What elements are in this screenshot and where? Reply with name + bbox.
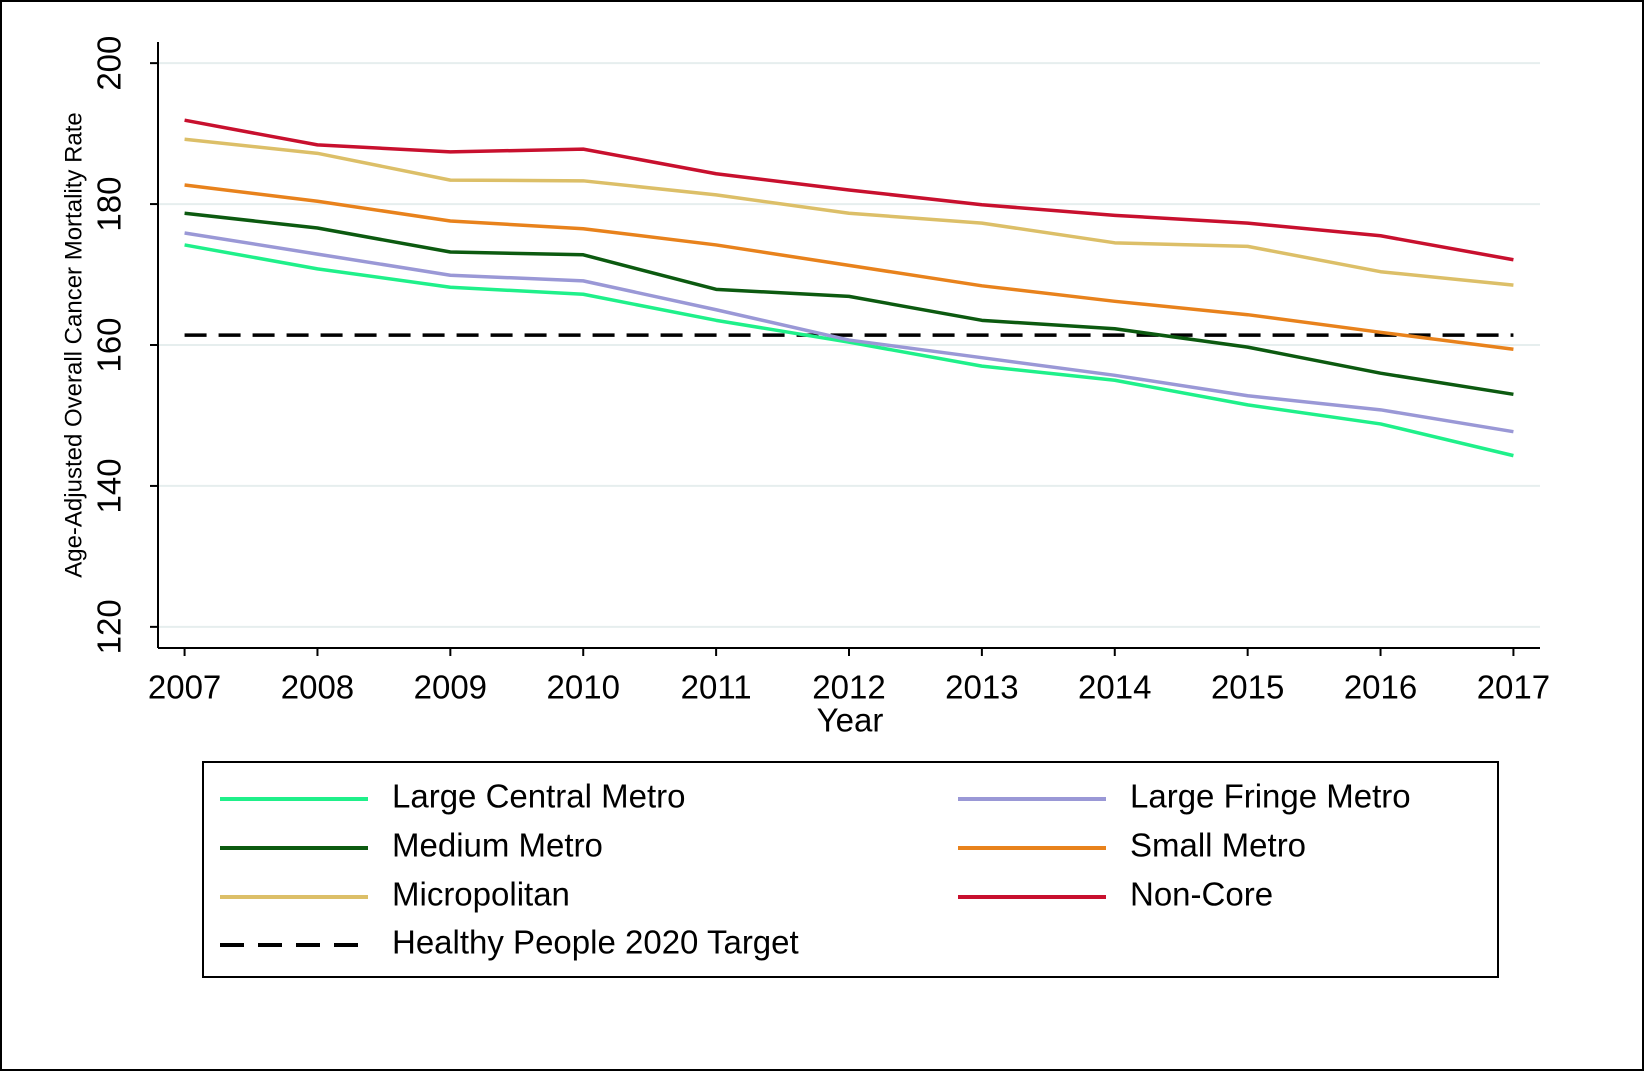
x-tick-label: 2012: [812, 669, 885, 706]
legend-label: Small Metro: [1130, 827, 1306, 864]
legend-frame: [202, 761, 1499, 978]
series-line: [184, 118, 1514, 262]
x-tick-label: 2011: [681, 669, 752, 706]
x-tick-label: 2017: [1477, 669, 1550, 706]
legend-label: Non-Core: [1130, 876, 1273, 913]
x-axis-title: Year: [817, 702, 884, 739]
y-tick-label: 140: [91, 458, 128, 513]
y-tick-label: 200: [91, 36, 128, 91]
x-tick-label: 2013: [945, 669, 1018, 706]
x-tick-label: 2016: [1344, 669, 1417, 706]
y-tick-label: 160: [91, 317, 128, 372]
x-tick-label: 2007: [148, 669, 221, 706]
y-tick-label: 120: [91, 599, 128, 654]
x-tick-label: 2009: [414, 669, 487, 706]
legend-label: Micropolitan: [392, 876, 570, 913]
y-axis-title: Age-Adjusted Overall Cancer Mortality Ra…: [60, 112, 87, 578]
x-tick-label: 2010: [547, 669, 620, 706]
x-tick-label: 2008: [281, 669, 354, 706]
legend-label: Medium Metro: [392, 827, 603, 864]
series-line: [184, 243, 1514, 458]
y-tick-label: 180: [91, 177, 128, 232]
series-line: [184, 183, 1514, 351]
legend-label: Healthy People 2020 Target: [392, 924, 799, 961]
legend-label: Large Fringe Metro: [1130, 778, 1411, 815]
series-line: [184, 211, 1514, 397]
x-tick-label: 2015: [1211, 669, 1284, 706]
series-line: [184, 137, 1514, 287]
legend-label: Large Central Metro: [392, 778, 685, 815]
x-tick-label: 2014: [1078, 669, 1151, 706]
series-line: [184, 231, 1514, 434]
